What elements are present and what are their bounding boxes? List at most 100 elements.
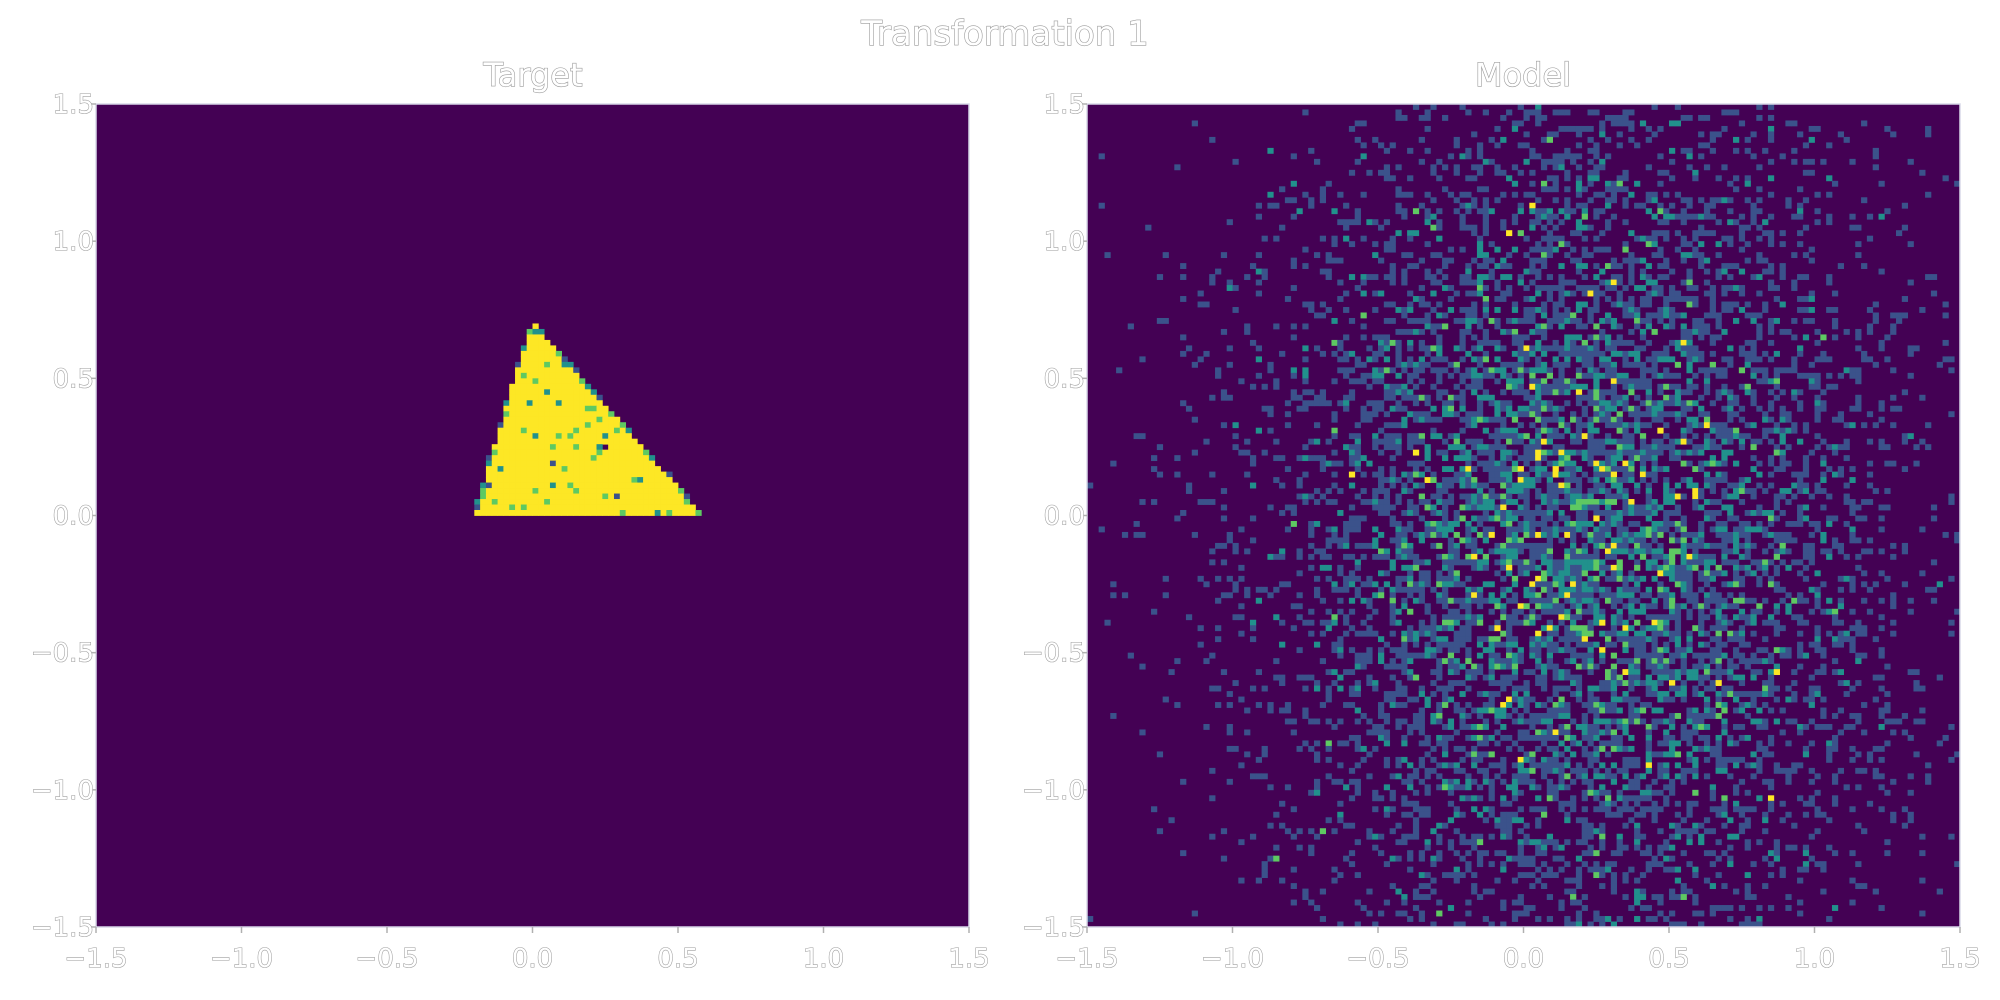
heatmap-cell bbox=[1476, 460, 1484, 467]
heatmap-cell bbox=[1535, 323, 1542, 330]
heatmap-cell bbox=[1540, 158, 1548, 165]
heatmap-cell bbox=[1453, 510, 1460, 516]
heatmap-cell bbox=[590, 460, 597, 467]
heatmap-cell bbox=[549, 345, 557, 352]
heatmap-cell bbox=[1610, 564, 1618, 571]
heatmap-cell bbox=[1762, 619, 1769, 626]
heatmap-cell bbox=[1389, 603, 1396, 610]
heatmap-cell bbox=[1465, 268, 1472, 275]
heatmap-cell bbox=[1436, 526, 1443, 533]
heatmap-cell bbox=[1331, 416, 1338, 423]
heatmap-cell bbox=[1715, 542, 1722, 549]
heatmap-cell bbox=[1476, 252, 1484, 259]
heatmap-cell bbox=[1733, 630, 1740, 637]
heatmap-cell bbox=[1639, 531, 1647, 538]
heatmap-cell bbox=[1634, 619, 1641, 626]
heatmap-cell bbox=[1279, 548, 1286, 555]
heatmap-cell bbox=[561, 493, 568, 500]
heatmap-cell bbox=[1535, 339, 1542, 346]
heatmap-cell bbox=[1866, 438, 1874, 445]
heatmap-cell bbox=[1442, 389, 1449, 396]
heatmap-cell bbox=[1575, 367, 1583, 374]
heatmap-cell bbox=[1506, 361, 1513, 368]
heatmap-cell bbox=[1639, 378, 1647, 385]
heatmap-cell bbox=[1669, 268, 1676, 275]
heatmap-cell bbox=[1593, 416, 1600, 423]
heatmap-cell bbox=[1744, 477, 1751, 483]
heatmap-cell bbox=[1564, 361, 1571, 368]
heatmap-cell bbox=[1610, 323, 1618, 330]
heatmap-cell bbox=[1634, 630, 1641, 637]
heatmap-cell bbox=[1517, 279, 1524, 286]
heatmap-cell bbox=[1255, 586, 1262, 593]
heatmap-cell bbox=[1529, 400, 1536, 407]
heatmap-cell bbox=[1500, 345, 1507, 352]
heatmap-cell bbox=[526, 466, 533, 473]
heatmap-cell bbox=[532, 372, 539, 379]
heatmap-cell bbox=[544, 400, 551, 407]
heatmap-cell bbox=[1436, 581, 1443, 588]
heatmap-cell bbox=[1744, 619, 1751, 626]
heatmap-cell bbox=[532, 378, 539, 385]
heatmap-cell bbox=[1494, 296, 1501, 302]
heatmap-cell bbox=[1395, 164, 1402, 171]
heatmap-cell bbox=[1901, 296, 1909, 302]
heatmap-cell bbox=[1604, 411, 1612, 418]
heatmap-cell bbox=[1715, 619, 1722, 626]
heatmap-cell bbox=[1331, 208, 1338, 215]
heatmap-cell bbox=[1465, 312, 1472, 319]
heatmap-cell bbox=[1395, 542, 1402, 549]
y-tick-label: 1.0 bbox=[53, 227, 94, 257]
heatmap-cell bbox=[1669, 592, 1676, 599]
heatmap-cell bbox=[1622, 427, 1629, 434]
heatmap-cell bbox=[1814, 405, 1821, 412]
heatmap-cell bbox=[520, 438, 528, 445]
heatmap-cell bbox=[1535, 268, 1542, 275]
heatmap-cell bbox=[1628, 411, 1635, 418]
heatmap-cell bbox=[567, 504, 574, 511]
heatmap-cell bbox=[1290, 394, 1297, 401]
heatmap-cell bbox=[1616, 274, 1623, 280]
heatmap-cell bbox=[1610, 449, 1618, 456]
heatmap-cell bbox=[1564, 471, 1571, 478]
heatmap-cell bbox=[1826, 553, 1833, 560]
heatmap-cell bbox=[1674, 603, 1682, 610]
heatmap-cell bbox=[1523, 411, 1530, 418]
heatmap-cell bbox=[1884, 208, 1891, 215]
heatmap-cell bbox=[1616, 180, 1623, 187]
heatmap-cell bbox=[1581, 274, 1588, 280]
heatmap-cell bbox=[567, 493, 574, 500]
heatmap-cell bbox=[1802, 488, 1810, 494]
heatmap-cell bbox=[1721, 383, 1728, 390]
heatmap-cell bbox=[1680, 147, 1687, 154]
heatmap-cells-target bbox=[474, 323, 702, 516]
heatmap-cell bbox=[1249, 482, 1257, 489]
heatmap-cell bbox=[1506, 290, 1513, 297]
heatmap-cell bbox=[1773, 625, 1780, 632]
heatmap-cell bbox=[1331, 241, 1338, 248]
heatmap-cell bbox=[1575, 422, 1583, 429]
heatmap-cell bbox=[1587, 531, 1594, 538]
heatmap-cell bbox=[1494, 466, 1501, 473]
heatmap-cell bbox=[1488, 515, 1495, 522]
heatmap-cell bbox=[538, 477, 545, 483]
heatmap-cell bbox=[1849, 581, 1856, 588]
heatmap-cell bbox=[549, 427, 557, 434]
heatmap-cell bbox=[1383, 339, 1391, 346]
heatmap-cell bbox=[1744, 241, 1751, 248]
heatmap-cell bbox=[1587, 109, 1594, 116]
heatmap-cell bbox=[1459, 614, 1466, 621]
heatmap-cell bbox=[526, 488, 533, 494]
heatmap-cell bbox=[1296, 592, 1303, 599]
heatmap-cell bbox=[1506, 455, 1513, 462]
heatmap-cell bbox=[1593, 301, 1600, 308]
heatmap-cell bbox=[1558, 592, 1565, 599]
heatmap-cell bbox=[1401, 416, 1408, 423]
heatmap-cell bbox=[1698, 614, 1705, 621]
heatmap-cell bbox=[1733, 537, 1740, 544]
heatmap-cell bbox=[1529, 180, 1536, 187]
heatmap-cell bbox=[602, 488, 609, 494]
heatmap-cell bbox=[1698, 263, 1705, 269]
heatmap-cell bbox=[567, 477, 574, 483]
heatmap-cell bbox=[1442, 263, 1449, 269]
